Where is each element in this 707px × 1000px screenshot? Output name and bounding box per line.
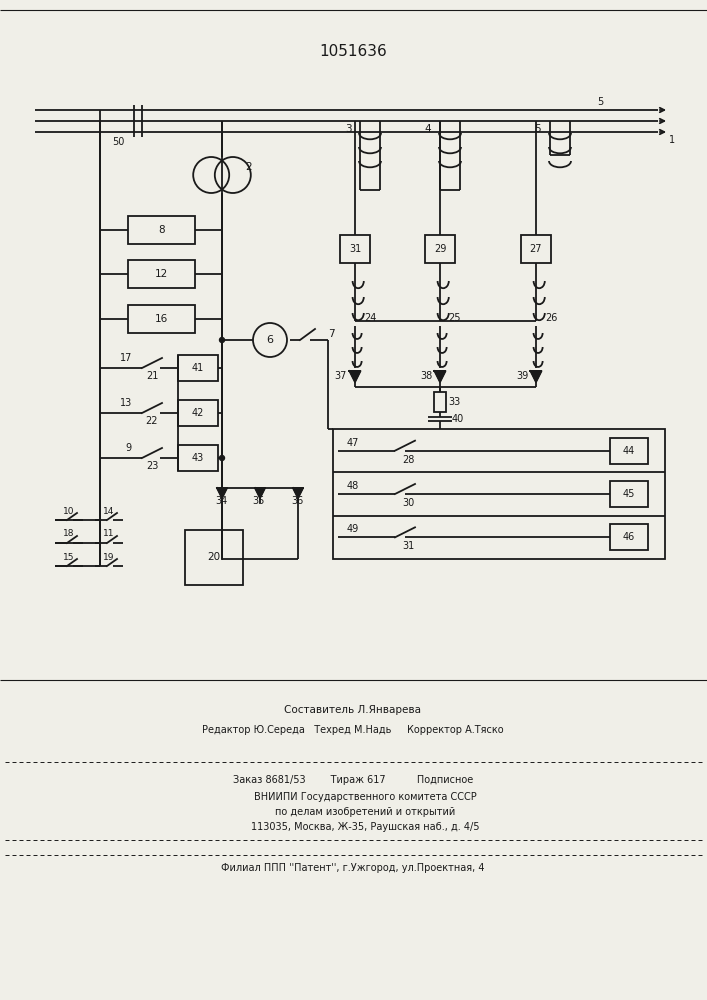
Text: 45: 45: [623, 489, 635, 499]
Bar: [128, 216, 195, 244]
Text: 16: 16: [155, 314, 168, 324]
Text: 13: 13: [119, 398, 132, 408]
Bar: [610, 481, 648, 507]
Text: 18: 18: [63, 530, 75, 538]
Text: по делам изобретений и открытий: по делам изобретений и открытий: [250, 807, 455, 817]
Text: 24: 24: [364, 313, 376, 323]
Text: 5: 5: [534, 124, 542, 134]
Circle shape: [219, 338, 225, 342]
Text: 14: 14: [103, 506, 115, 516]
Text: Составитель Л.Январева: Составитель Л.Январева: [284, 705, 421, 715]
Bar: [333, 429, 665, 559]
Bar: [178, 445, 218, 471]
Text: 36: 36: [291, 496, 303, 506]
Text: 9: 9: [126, 443, 132, 453]
Text: 25: 25: [449, 313, 461, 323]
Bar: [610, 438, 648, 464]
Circle shape: [219, 456, 225, 460]
Bar: [178, 355, 218, 381]
Text: Редактор Ю.Середа   Техред М.Надь     Корректор А.Тяско: Редактор Ю.Середа Техред М.Надь Корректо…: [202, 725, 504, 735]
Text: 35: 35: [253, 496, 265, 506]
Text: 31: 31: [349, 244, 361, 254]
Text: 26: 26: [545, 313, 557, 323]
Text: Филиал ППП ''Патент'', г.Ужгород, ул.Проектная, 4: Филиал ППП ''Патент'', г.Ужгород, ул.Про…: [221, 863, 485, 873]
Text: 37: 37: [335, 371, 347, 381]
Text: 5: 5: [597, 97, 603, 107]
Text: 10: 10: [63, 506, 75, 516]
Text: 23: 23: [146, 461, 158, 471]
Text: 29: 29: [434, 244, 446, 254]
Text: 49: 49: [347, 524, 359, 534]
Text: 11: 11: [103, 530, 115, 538]
Text: 38: 38: [420, 371, 432, 381]
Bar: [128, 260, 195, 288]
Bar: [128, 305, 195, 333]
Polygon shape: [530, 371, 542, 382]
Text: 34: 34: [215, 496, 227, 506]
Text: 27: 27: [530, 244, 542, 254]
Text: 28: 28: [402, 455, 414, 465]
Text: 43: 43: [192, 453, 204, 463]
Text: 40: 40: [452, 414, 464, 424]
Bar: [610, 524, 648, 550]
Text: 39: 39: [516, 371, 528, 381]
Text: 44: 44: [623, 446, 635, 456]
Text: Заказ 8681/53        Тираж 617          Подписное: Заказ 8681/53 Тираж 617 Подписное: [233, 775, 473, 785]
Text: 8: 8: [158, 225, 165, 235]
Text: 7: 7: [327, 329, 334, 339]
Text: 42: 42: [192, 408, 204, 418]
Bar: [425, 235, 455, 263]
Text: 50: 50: [112, 137, 124, 147]
Text: 12: 12: [155, 269, 168, 279]
Text: 6: 6: [267, 335, 274, 345]
Text: 47: 47: [347, 438, 359, 448]
Bar: [185, 530, 243, 585]
Text: 2: 2: [246, 162, 252, 172]
Bar: [178, 400, 218, 426]
Text: 4: 4: [425, 124, 431, 134]
Text: 1051636: 1051636: [319, 44, 387, 60]
Text: 41: 41: [192, 363, 204, 373]
Text: 19: 19: [103, 552, 115, 562]
Text: 48: 48: [347, 481, 359, 491]
Text: 31: 31: [402, 541, 414, 551]
Text: 3: 3: [345, 124, 351, 134]
Text: ВНИИПИ Государственного комитета СССР: ВНИИПИ Государственного комитета СССР: [229, 792, 477, 802]
Text: 1: 1: [669, 135, 675, 145]
Bar: [434, 392, 446, 412]
Text: 46: 46: [623, 532, 635, 542]
Text: 113035, Москва, Ж-35, Раушская наб., д. 4/5: 113035, Москва, Ж-35, Раушская наб., д. …: [226, 822, 480, 832]
Polygon shape: [293, 488, 303, 498]
Text: 21: 21: [146, 371, 158, 381]
Text: 30: 30: [402, 498, 414, 508]
Bar: [340, 235, 370, 263]
Text: 15: 15: [63, 552, 75, 562]
Polygon shape: [435, 371, 445, 382]
Text: 17: 17: [119, 353, 132, 363]
Polygon shape: [255, 488, 265, 498]
Polygon shape: [349, 371, 361, 382]
Bar: [521, 235, 551, 263]
Text: 33: 33: [448, 397, 460, 407]
Text: 22: 22: [146, 416, 158, 426]
Polygon shape: [217, 488, 227, 498]
Text: 20: 20: [207, 552, 221, 562]
